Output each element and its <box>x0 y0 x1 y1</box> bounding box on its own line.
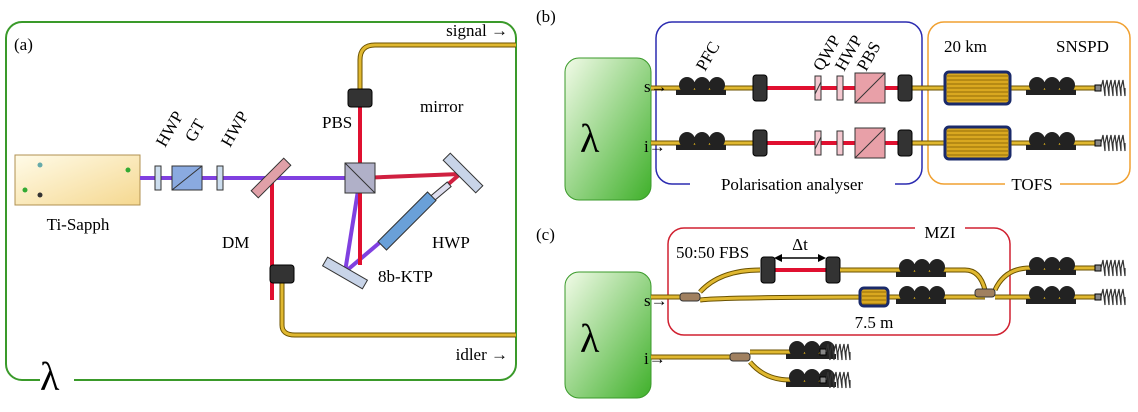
detector <box>1101 80 1125 96</box>
panel-label: (a) <box>14 35 33 54</box>
hwp-label: HWP <box>217 108 252 150</box>
coupler <box>898 130 912 156</box>
waveplate <box>837 131 843 155</box>
pfc-label: PFC <box>692 38 724 74</box>
fbs <box>680 293 700 301</box>
connector <box>1095 265 1101 271</box>
indicator <box>126 168 131 173</box>
input-label: i→ <box>644 349 666 368</box>
paddle <box>694 77 710 93</box>
paddle <box>709 132 725 148</box>
output-label: signal → <box>446 21 508 40</box>
crystal <box>378 192 436 250</box>
coupler <box>898 75 912 101</box>
source <box>565 58 651 200</box>
fbs-label: 50:50 FBS <box>676 243 749 262</box>
fbs <box>975 289 995 297</box>
paddle <box>1029 257 1045 273</box>
fiber <box>360 45 516 98</box>
coupler <box>826 257 840 283</box>
paddle <box>899 259 915 275</box>
delay-label: Δt <box>792 235 808 254</box>
coupler <box>753 130 767 156</box>
hwp-label: HWP <box>152 108 187 150</box>
laser <box>15 155 140 205</box>
crystal-label: 8b-KTP <box>378 267 433 286</box>
indicator <box>38 193 43 198</box>
paddle <box>679 77 695 93</box>
connector <box>820 377 826 383</box>
paddle <box>1029 286 1045 302</box>
detector <box>1101 289 1125 305</box>
indicator <box>23 188 28 193</box>
connector <box>820 349 826 355</box>
fiber <box>282 280 516 335</box>
paddle <box>914 286 930 302</box>
spool-label: 20 km <box>944 37 987 56</box>
fiber <box>360 45 516 98</box>
input-label: i→ <box>644 137 666 156</box>
paddle <box>929 259 945 275</box>
group-label: Polarisation analyser <box>721 175 863 194</box>
input-label: s→ <box>644 291 668 310</box>
group-label: MZI <box>924 223 956 242</box>
panel-label: (b) <box>536 7 556 26</box>
symbol: λ <box>40 354 60 399</box>
paddle <box>1029 132 1045 148</box>
output-label: idler → <box>456 345 508 364</box>
symbol: λ <box>580 316 600 361</box>
dm-label: DM <box>222 233 249 252</box>
waveplate <box>217 166 223 190</box>
detector-label: SNSPD <box>1056 37 1109 56</box>
paddle <box>709 77 725 93</box>
coupler <box>761 257 775 283</box>
paddle <box>694 132 710 148</box>
mirror-label: mirror <box>420 97 464 116</box>
paddle <box>1044 257 1060 273</box>
fiber <box>282 280 516 335</box>
source <box>565 272 651 398</box>
waveplate <box>837 76 843 100</box>
symbol: λ <box>580 116 600 161</box>
figure: (a) λ Ti-Sapph HWP GT HWP PBS mirror DM … <box>0 0 1138 412</box>
connector <box>1095 85 1101 91</box>
indicator <box>38 163 43 168</box>
paddle <box>1029 77 1045 93</box>
paddle <box>789 369 805 385</box>
coupler <box>348 89 372 107</box>
panel-label: (c) <box>536 225 555 244</box>
group-label: TOFS <box>1011 175 1052 194</box>
paddle <box>1059 257 1075 273</box>
connector <box>1095 294 1101 300</box>
paddle <box>804 341 820 357</box>
coupler <box>753 75 767 101</box>
fbs <box>730 353 750 361</box>
pbs-label: PBS <box>322 113 352 132</box>
paddle <box>1059 132 1075 148</box>
connector <box>1095 140 1101 146</box>
paddle <box>1059 286 1075 302</box>
paddle <box>914 259 930 275</box>
paddle <box>789 341 805 357</box>
paddle <box>899 286 915 302</box>
paddle <box>679 132 695 148</box>
detector <box>1101 260 1125 276</box>
paddle <box>1044 286 1060 302</box>
source-label: Ti-Sapph <box>47 215 110 234</box>
detector <box>1101 135 1125 151</box>
waveplate <box>155 166 161 190</box>
paddle <box>1044 132 1060 148</box>
paddle <box>929 286 945 302</box>
hwp-label: HWP <box>432 233 470 252</box>
paddle <box>804 369 820 385</box>
coupler <box>270 265 294 283</box>
paddle <box>1059 77 1075 93</box>
input-label: s→ <box>644 77 668 96</box>
spool-label: 7.5 m <box>855 313 894 332</box>
paddle <box>1044 77 1060 93</box>
spool <box>860 288 888 306</box>
